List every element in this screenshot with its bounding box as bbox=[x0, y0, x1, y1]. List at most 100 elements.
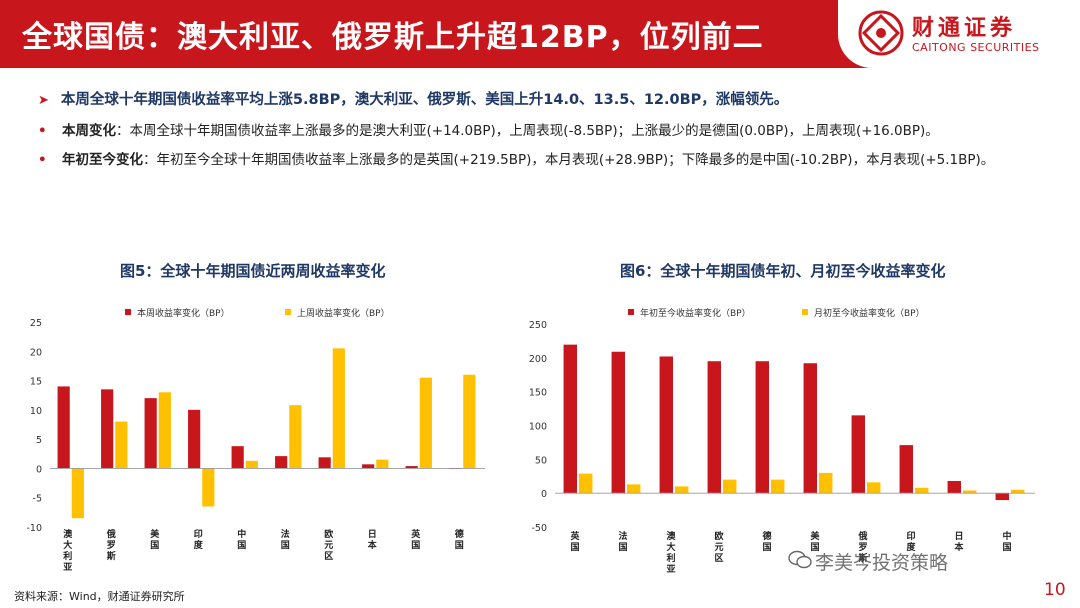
bar bbox=[158, 392, 171, 469]
x-category-label: 罗 bbox=[858, 542, 867, 553]
watermark-text: 李美岑投资策略 bbox=[815, 552, 949, 574]
slide-title: 全球国债：澳大利亚、俄罗斯上升超12BP，位列前二 bbox=[22, 20, 764, 55]
bar bbox=[579, 473, 593, 494]
x-category-label: 澳 bbox=[63, 528, 73, 540]
x-category-label: 国 bbox=[618, 542, 627, 553]
bar bbox=[376, 459, 389, 469]
bar bbox=[71, 468, 84, 519]
bar bbox=[188, 409, 201, 469]
x-category-label: 英 bbox=[569, 530, 580, 542]
x-category-label: 美 bbox=[150, 528, 160, 540]
x-category-label: 欧 bbox=[714, 530, 723, 542]
y-tick-label: -10 bbox=[26, 523, 42, 534]
x-category-label: 度 bbox=[194, 539, 204, 551]
x-category-label: 大 bbox=[63, 539, 72, 551]
x-category-label: 法 bbox=[618, 530, 627, 542]
bar bbox=[627, 484, 641, 494]
x-category-label: 国 bbox=[455, 540, 464, 551]
bar bbox=[707, 361, 721, 494]
bar bbox=[318, 457, 331, 469]
bar bbox=[755, 361, 769, 494]
bullet-dot-icon: • bbox=[38, 152, 47, 168]
x-category-label: 利 bbox=[665, 552, 675, 564]
bar bbox=[463, 374, 476, 469]
x-category-label: 英 bbox=[410, 528, 421, 540]
x-category-label: 斯 bbox=[858, 552, 867, 564]
bar bbox=[915, 487, 929, 494]
bar bbox=[144, 398, 157, 469]
arrow-bullet-icon: ➤ bbox=[38, 93, 49, 108]
bar bbox=[659, 356, 673, 494]
legend-swatch bbox=[628, 309, 634, 315]
x-category-label: 斯 bbox=[107, 550, 116, 562]
y-tick-label: 15 bbox=[30, 377, 42, 388]
logo-text-cn: 财通证券 bbox=[912, 16, 1017, 41]
bar bbox=[202, 468, 215, 507]
x-category-label: 美 bbox=[810, 530, 820, 542]
bullet-dot-icon: • bbox=[38, 123, 47, 139]
bar bbox=[405, 466, 418, 469]
y-tick-label: 100 bbox=[529, 422, 547, 433]
bullet-label: 年初至今变化 bbox=[62, 152, 143, 168]
bar bbox=[867, 482, 881, 494]
caitong-logo-icon bbox=[858, 10, 904, 56]
summary-block: ➤ 本周全球十年期国债收益率平均上涨5.8BP，澳大利亚、俄罗斯、美国上升14.… bbox=[38, 88, 1058, 172]
x-category-label: 元 bbox=[714, 542, 723, 553]
y-tick-label: 150 bbox=[529, 388, 547, 399]
x-category-label: 俄 bbox=[106, 528, 116, 540]
x-category-label: 中 bbox=[237, 528, 246, 540]
bar bbox=[332, 348, 345, 469]
x-category-label: 元 bbox=[324, 540, 333, 551]
x-category-label: 本 bbox=[368, 539, 378, 551]
x-category-label: 中 bbox=[1002, 530, 1011, 542]
y-tick-label: 5 bbox=[36, 435, 42, 446]
x-category-label: 日 bbox=[954, 531, 963, 542]
bar bbox=[963, 490, 977, 494]
x-category-label: 德 bbox=[762, 530, 771, 542]
summary-line: ➤ 本周全球十年期国债收益率平均上涨5.8BP，澳大利亚、俄罗斯、美国上升14.… bbox=[38, 88, 1058, 114]
legend-label: 本周收益率变化（BP） bbox=[137, 307, 230, 319]
bar bbox=[947, 480, 961, 494]
x-category-label: 澳 bbox=[666, 530, 676, 542]
bar bbox=[231, 446, 244, 469]
y-tick-label: 25 bbox=[30, 318, 42, 329]
x-category-label: 国 bbox=[810, 542, 819, 553]
bullet-ytd-change: • 年初至今变化：年初至今全球十年期国债收益率上涨最多的是英国(+219.5BP… bbox=[38, 149, 1058, 172]
bar bbox=[362, 464, 375, 469]
bar bbox=[1011, 489, 1025, 494]
legend-swatch bbox=[802, 309, 808, 315]
x-category-label: 区 bbox=[714, 553, 723, 564]
bar bbox=[563, 344, 577, 494]
y-tick-label: 20 bbox=[30, 347, 42, 358]
summary-text: 本周全球十年期国债收益率平均上涨5.8BP，澳大利亚、俄罗斯、美国上升14.0、… bbox=[60, 92, 789, 108]
x-category-label: 国 bbox=[411, 540, 420, 551]
x-category-label: 罗 bbox=[107, 540, 116, 551]
bar bbox=[851, 415, 865, 494]
x-category-label: 国 bbox=[237, 540, 246, 551]
legend-label: 年初至今收益率变化（BP） bbox=[640, 307, 751, 319]
bar bbox=[995, 493, 1009, 501]
bar bbox=[723, 479, 737, 494]
y-tick-label: 0 bbox=[541, 489, 547, 500]
bullet-weekly-change: • 本周变化：本周全球十年期国债收益率上涨最多的是澳大利亚(+14.0BP)，上… bbox=[38, 120, 1058, 143]
x-category-label: 法 bbox=[281, 528, 290, 540]
x-category-label: 国 bbox=[570, 542, 579, 553]
y-tick-label: 50 bbox=[535, 455, 547, 466]
x-category-label: 大 bbox=[666, 541, 675, 553]
legend-label: 月初至今收益率变化（BP） bbox=[814, 307, 925, 319]
legend-swatch bbox=[285, 309, 291, 315]
y-tick-label: -5 bbox=[33, 494, 42, 505]
x-category-label: 国 bbox=[150, 540, 159, 551]
source-note: 资料来源：Wind，财通证券研究所 bbox=[14, 590, 185, 603]
bar bbox=[115, 421, 128, 469]
legend-label: 上周收益率变化（BP） bbox=[297, 307, 390, 319]
x-category-label: 亚 bbox=[63, 562, 72, 573]
bar bbox=[803, 363, 817, 494]
bullet-text: ：本周全球十年期国债收益率上涨最多的是澳大利亚(+14.0BP)，上周表现(-8… bbox=[116, 123, 939, 139]
bar bbox=[289, 405, 302, 469]
legend-swatch bbox=[125, 309, 131, 315]
bar bbox=[611, 351, 625, 494]
y-tick-label: 0 bbox=[36, 464, 42, 475]
bar bbox=[675, 486, 689, 494]
